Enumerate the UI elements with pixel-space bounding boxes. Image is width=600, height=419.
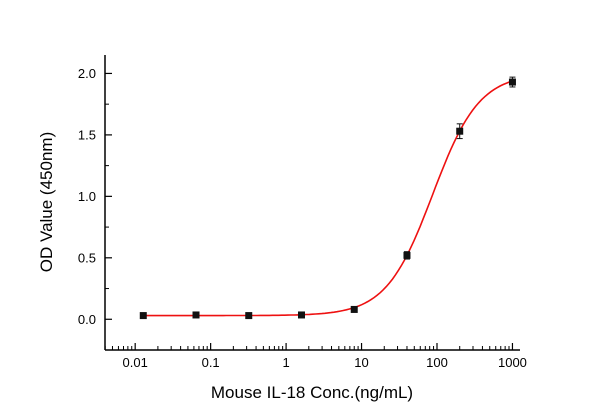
y-tick-label: 0.0 [78, 312, 96, 327]
x-tick-label: 1000 [498, 355, 527, 370]
data-point [456, 127, 464, 135]
data-point [403, 251, 411, 259]
data-point [192, 311, 200, 319]
x-tick-label: 0.1 [202, 355, 220, 370]
y-tick-label: 1.0 [78, 189, 96, 204]
data-point [245, 312, 253, 320]
y-axis-title: OD Value (450nm) [37, 132, 56, 272]
x-tick-label: 1 [282, 355, 289, 370]
fit-curve [143, 80, 513, 317]
data-point [508, 78, 516, 86]
data-point [350, 305, 358, 313]
x-tick-label: 10 [354, 355, 368, 370]
x-axis-title: Mouse IL-18 Conc.(ng/mL) [211, 383, 413, 402]
data-point [297, 311, 305, 319]
y-tick-label: 2.0 [78, 66, 96, 81]
data-point [139, 312, 147, 320]
x-tick-label: 100 [426, 355, 448, 370]
y-tick-label: 1.5 [78, 127, 96, 142]
plot-area: 0.01 0.1 1 10 100 1000 0.0 0.5 1.0 1.5 2.0 [78, 55, 527, 370]
x-tick-label: 0.01 [123, 355, 148, 370]
y-tick-label: 0.5 [78, 250, 96, 265]
